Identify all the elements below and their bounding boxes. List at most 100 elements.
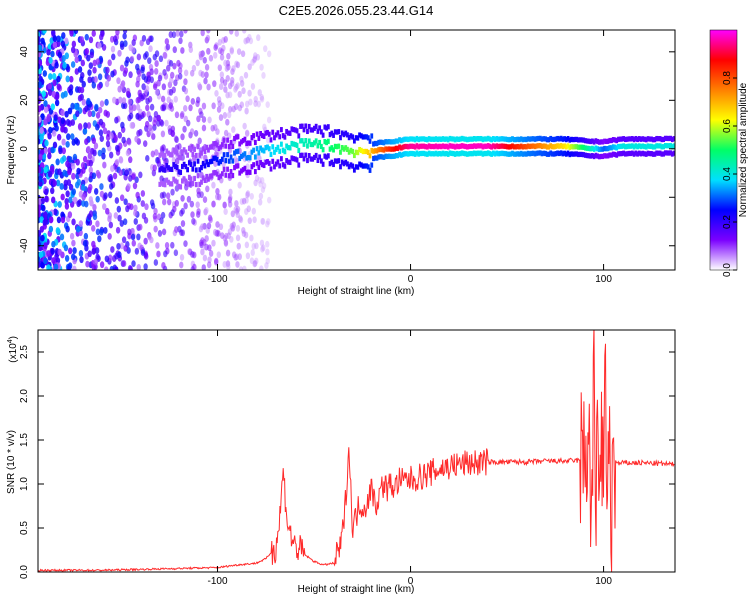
heatmap-cell: [222, 112, 228, 119]
heatmap-cell: [123, 245, 128, 252]
heatmap-cell: [255, 53, 261, 61]
heatmap-cell: [462, 143, 466, 149]
heatmap-cell: [51, 240, 56, 248]
heatmap-cell: [236, 48, 242, 55]
heatmap-cell: [229, 139, 233, 146]
heatmap-cell: [644, 144, 648, 150]
heatmap-cell: [585, 145, 589, 151]
heatmap-cell: [544, 150, 547, 157]
heatmap-cell: [427, 150, 431, 156]
heatmap-cell: [156, 160, 162, 168]
heatmap-cell: [244, 196, 249, 204]
heatmap-cell: [60, 109, 65, 117]
heatmap-cell: [212, 170, 216, 176]
heatmap-cell: [464, 151, 467, 157]
heatmap-cell: [281, 147, 285, 153]
heatmap-cell: [215, 221, 220, 228]
heatmap-cell: [115, 226, 121, 234]
heatmap-cell: [53, 114, 58, 122]
heatmap-cell: [173, 95, 178, 103]
heatmap-cell: [233, 155, 238, 163]
heatmap-cell: [167, 165, 170, 171]
heatmap-cell: [159, 119, 165, 127]
heatmap-cell: [413, 151, 417, 157]
heatmap-cell: [236, 242, 241, 250]
heatmap-cell: [99, 261, 105, 269]
heatmap-cell: [601, 146, 605, 152]
heatmap-cell: [99, 100, 105, 108]
heatmap-cell: [38, 116, 42, 124]
heatmap-cell: [247, 154, 250, 161]
heatmap-cell: [323, 153, 327, 159]
heatmap-cell: [596, 138, 600, 145]
heatmap-cell: [84, 138, 89, 146]
heatmap-cell: [54, 99, 60, 107]
heatmap-cell: [413, 137, 417, 143]
heatmap-cell: [570, 144, 573, 150]
heatmap-cell: [52, 179, 57, 187]
heatmap-cell: [474, 136, 478, 142]
heatmap-cell: [172, 46, 177, 54]
heatmap-cell: [65, 190, 70, 198]
heatmap-cell: [491, 143, 495, 149]
heatmap-cell: [627, 136, 631, 142]
heatmap-cell: [140, 190, 146, 197]
heatmap-cell: [156, 114, 161, 122]
heatmap-cell: [253, 95, 258, 103]
heatmap-cell: [39, 134, 44, 142]
heatmap-cell: [302, 127, 306, 133]
heatmap-cell: [196, 115, 201, 123]
heatmap-cell: [491, 150, 495, 156]
heatmap-cell: [326, 138, 330, 144]
heatmap-cell: [235, 211, 240, 219]
heatmap-cell: [486, 143, 490, 149]
heatmap-cell: [121, 136, 126, 144]
heatmap-cell: [64, 197, 69, 205]
heatmap-cell: [587, 138, 591, 144]
heatmap-cell: [335, 129, 339, 135]
heatmap-cell: [222, 234, 228, 242]
heatmap-cell: [290, 126, 294, 132]
heatmap-cell: [186, 181, 190, 187]
heatmap-cell: [472, 135, 476, 142]
heatmap-cell: [622, 136, 626, 142]
heatmap-cell: [293, 141, 297, 148]
heatmap-cell: [370, 133, 374, 139]
heatmap-cell: [135, 112, 140, 120]
heatmap-cell: [46, 48, 51, 56]
heatmap-cell: [389, 153, 393, 160]
heatmap-cell: [300, 123, 304, 129]
heatmap-cell: [280, 141, 283, 147]
heatmap-cell: [603, 138, 606, 144]
heatmap-cell: [620, 136, 624, 142]
heatmap-cell: [84, 47, 90, 55]
heatmap-cell: [242, 265, 247, 270]
heatmap-cell: [65, 140, 70, 148]
heatmap-cell: [128, 107, 134, 115]
heatmap-cell: [227, 173, 231, 179]
heatmap-cell: [64, 110, 69, 118]
heatmap-cell: [670, 136, 674, 143]
heatmap-cell: [657, 143, 660, 149]
heatmap-cell: [255, 146, 259, 152]
heatmap-cell: [276, 130, 280, 136]
heatmap-cell: [255, 160, 259, 166]
heatmap-cell: [325, 154, 328, 160]
heatmap-cell: [127, 228, 132, 236]
heatmap-cell: [107, 254, 113, 262]
heatmap-cell: [242, 122, 247, 130]
heatmap-cell: [293, 156, 297, 162]
heatmap-cell: [231, 65, 236, 72]
heatmap-cell: [464, 136, 467, 142]
heatmap-cell: [216, 96, 222, 103]
heatmap-cell: [198, 181, 202, 187]
heatmap-cell: [561, 151, 565, 157]
heatmap-cell: [210, 158, 214, 164]
heatmap-cell: [333, 129, 337, 135]
heatmap-cell: [617, 143, 620, 150]
heatmap-cell: [247, 169, 250, 175]
heatmap-cell: [498, 143, 502, 149]
heatmap-cell: [125, 56, 130, 64]
heatmap-cell: [608, 137, 612, 144]
heatmap-cell: [161, 228, 167, 236]
